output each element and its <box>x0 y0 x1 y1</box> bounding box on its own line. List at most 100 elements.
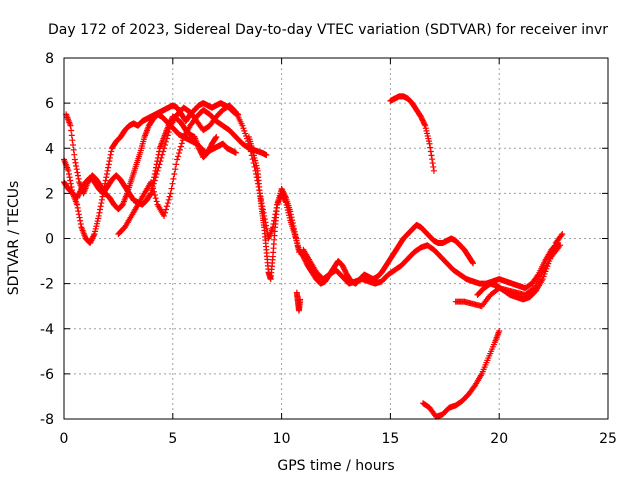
data-point <box>65 171 72 178</box>
data-point <box>162 138 169 145</box>
data-point <box>161 212 168 219</box>
x-tick-label: 25 <box>599 431 617 447</box>
data-point <box>159 151 166 158</box>
data-point <box>213 133 220 140</box>
data-point <box>174 156 181 163</box>
data-point <box>166 193 173 200</box>
data-point <box>157 158 164 165</box>
data-point <box>427 144 434 151</box>
y-tick-label: 0 <box>45 232 54 248</box>
chart-title: Day 172 of 2023, Sidereal Day-to-day VTE… <box>48 22 608 38</box>
data-point <box>534 272 541 279</box>
data-points <box>61 93 566 420</box>
data-point <box>103 171 110 178</box>
data-point <box>75 208 82 215</box>
data-point <box>559 230 566 237</box>
x-tick-label: 10 <box>273 431 291 447</box>
data-point <box>154 167 161 174</box>
data-point <box>95 212 102 219</box>
data-point <box>430 167 437 174</box>
data-point <box>179 137 186 144</box>
data-point <box>98 196 105 203</box>
data-point <box>162 142 169 149</box>
data-point <box>76 214 83 221</box>
series-track-7 <box>300 240 561 292</box>
y-tick-label: 4 <box>45 141 54 157</box>
data-point <box>149 183 156 190</box>
data-point <box>173 161 180 168</box>
data-point <box>171 171 178 178</box>
grid-lines <box>64 58 608 419</box>
data-point <box>73 166 80 173</box>
data-point <box>107 154 114 161</box>
x-tick-label: 5 <box>168 431 177 447</box>
data-point <box>160 148 167 155</box>
data-point <box>152 195 159 202</box>
data-point <box>263 152 270 159</box>
data-point <box>106 158 113 165</box>
y-axis-ticks: -8 -6 -4 -2 0 2 4 6 8 <box>40 51 608 428</box>
data-point <box>421 121 428 128</box>
y-tick-label: -2 <box>40 277 54 293</box>
series-track-9 <box>474 230 566 303</box>
data-point <box>150 180 157 187</box>
x-axis-ticks: 0 5 10 15 20 25 <box>60 58 617 447</box>
data-point <box>164 132 171 139</box>
data-point <box>168 185 175 192</box>
data-point <box>282 198 289 205</box>
data-point <box>167 190 174 197</box>
data-point <box>469 259 476 266</box>
data-point <box>147 191 154 198</box>
data-point <box>105 164 112 171</box>
data-point <box>97 206 104 213</box>
data-point <box>156 161 163 168</box>
data-point <box>65 167 72 174</box>
data-point <box>427 148 434 155</box>
data-point <box>558 232 565 239</box>
y-tick-label: 8 <box>45 51 54 67</box>
y-tick-label: -6 <box>40 367 54 383</box>
series-track-6 <box>245 133 477 287</box>
data-point <box>105 161 112 168</box>
data-point <box>429 156 436 163</box>
series-track-11 <box>420 328 503 420</box>
data-point <box>97 203 104 210</box>
x-tick-label: 15 <box>381 431 399 447</box>
data-point <box>72 159 79 166</box>
data-point <box>77 217 84 224</box>
data-point <box>172 166 179 173</box>
data-point <box>557 242 564 249</box>
y-tick-label: -4 <box>40 322 54 338</box>
data-point <box>297 296 304 303</box>
data-point <box>104 167 111 174</box>
data-point <box>151 191 158 198</box>
data-point <box>177 143 184 150</box>
data-point <box>165 196 172 203</box>
data-point <box>212 134 219 141</box>
data-point <box>75 175 82 182</box>
data-point <box>75 211 82 218</box>
data-point <box>232 149 239 156</box>
data-point <box>148 187 155 194</box>
data-point <box>153 171 160 178</box>
data-point <box>68 127 75 134</box>
data-point <box>152 174 159 181</box>
data-point <box>103 174 110 181</box>
data-point <box>162 206 169 213</box>
y-tick-label: 2 <box>45 186 54 202</box>
data-point <box>108 148 115 155</box>
data-point <box>90 232 97 239</box>
data-point <box>163 135 170 142</box>
data-point <box>158 154 165 161</box>
data-point <box>470 260 477 267</box>
x-axis-label: GPS time / hours <box>277 458 394 474</box>
data-point <box>166 125 173 132</box>
data-point <box>74 201 81 208</box>
series-track-10 <box>387 93 437 174</box>
data-point <box>429 160 436 167</box>
y-tick-label: 6 <box>45 96 54 112</box>
data-point <box>98 200 105 207</box>
data-point <box>71 151 78 158</box>
data-point <box>496 328 503 335</box>
